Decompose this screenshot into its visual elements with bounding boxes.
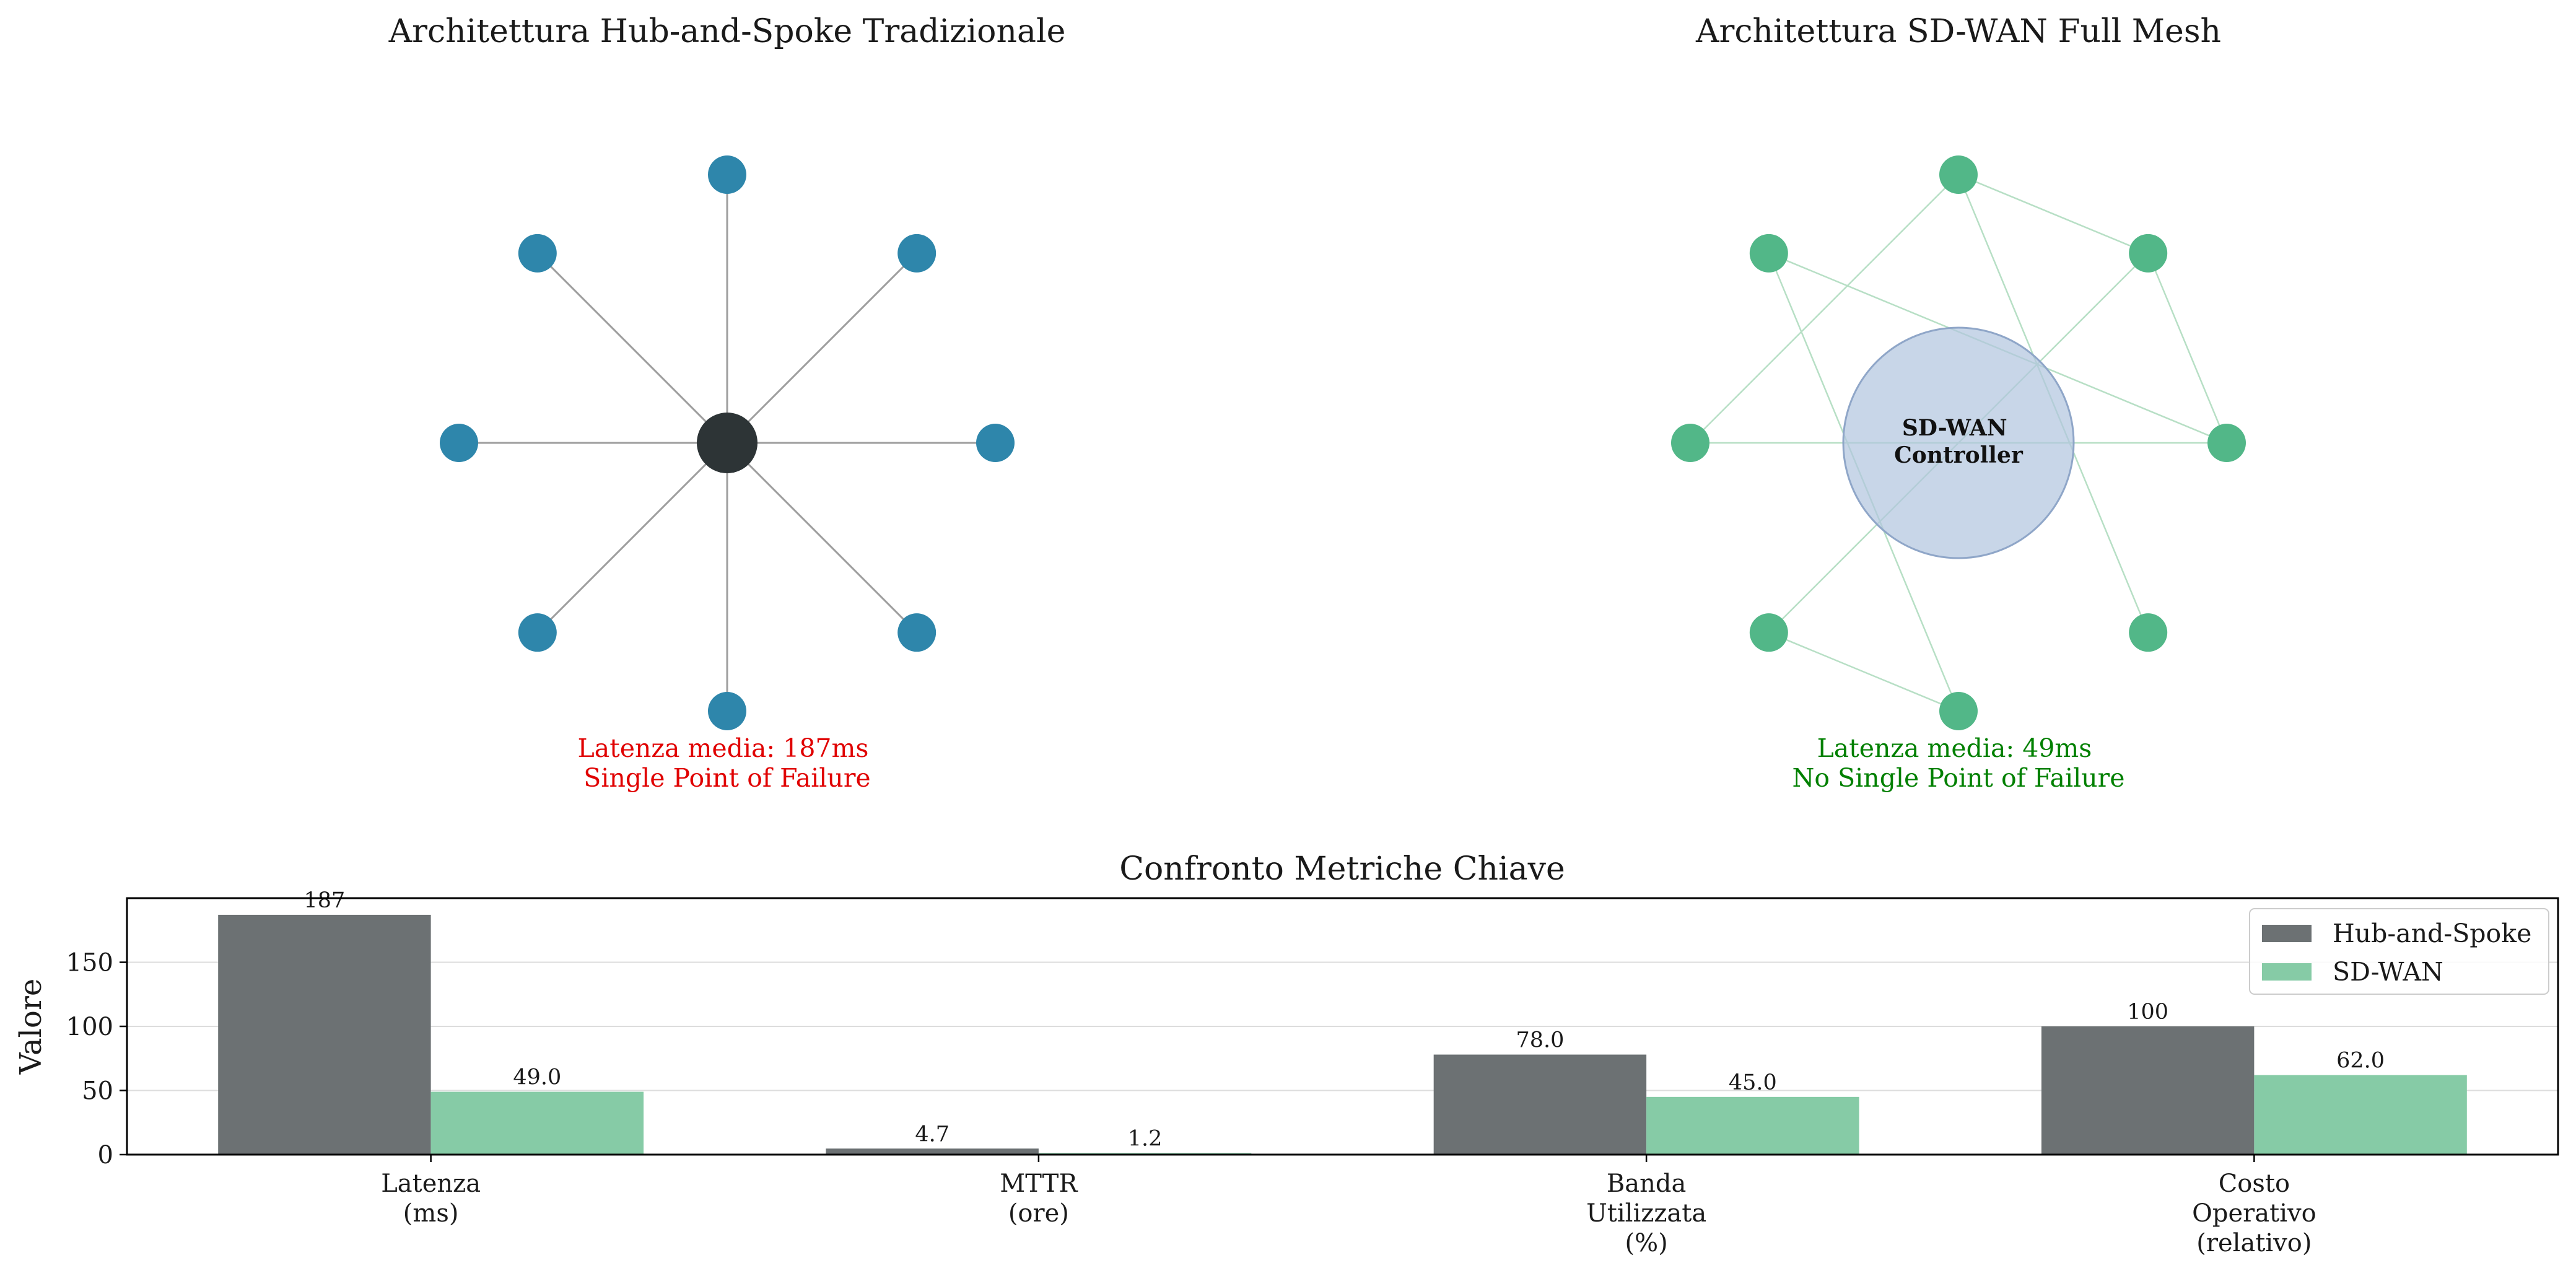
x-tick-label-line: (relativo) [2196,1229,2312,1257]
y-tick-label: 50 [82,1077,113,1106]
mesh-node [2129,234,2168,273]
hub-annotation-latency: Latenza media: 187ms [578,733,869,763]
mesh-node [1671,424,1709,462]
x-tick-label-line: (%) [1625,1229,1668,1257]
spoke-node [708,155,746,194]
bar-value-label: 49.0 [513,1065,561,1090]
hub-nodes [440,155,1015,730]
bar-sd-wan [430,1091,644,1155]
legend-swatch-hub-and-spoke [2262,925,2312,942]
x-tick-label-line: (ms) [403,1199,459,1228]
spoke-node [897,613,937,652]
x-tick-label-line: Operativo [2192,1199,2316,1228]
sdwan-mesh-diagram: Architettura SD-WAN Full Mesh SD-WAN Con… [1671,13,2246,793]
hub-link [536,252,728,444]
x-tick-label-line: Banda [1607,1169,1686,1198]
mesh-nodes [1671,155,2246,730]
controller-label-line2: Controller [1894,442,2024,468]
hub-links [459,175,995,711]
mesh-annotation: Latenza media: 49ms No Single Point of F… [1792,733,2125,793]
controller-label: SD-WAN Controller [1894,415,2024,468]
x-tick-label-line: Utilizzata [1586,1199,1706,1228]
x-tick-label-line: Costo [2219,1169,2290,1198]
hub-node [697,413,758,473]
bar-value-label: 187 [304,888,346,913]
mesh-node [1749,613,1788,652]
bar-value-label: 78.0 [1516,1028,1564,1053]
mesh-node [2129,613,2168,652]
hub-annotation: Latenza media: 187ms Single Point of Fai… [578,733,877,793]
hub-link [726,252,918,444]
spoke-node [518,234,557,273]
legend: Hub-and-Spoke SD-WAN [2249,908,2549,995]
mesh-node [1939,692,1978,730]
mesh-link [2147,253,2228,444]
y-tick-label: 150 [66,949,113,977]
hub-annotation-failure: Single Point of Failure [583,763,870,793]
bar-sd-wan [1646,1096,1859,1155]
hub-and-spoke-diagram: Architettura Hub-and-Spoke Tradizionale … [388,13,1066,793]
legend-label-sd-wan: SD-WAN [2333,957,2443,987]
x-tick-label-line: MTTR [1000,1169,1078,1198]
y-tick-label: 100 [66,1013,113,1041]
y-axis-label: Valore [14,979,48,1075]
spoke-node [708,692,746,730]
x-tick-label: Costo Operativo (relativo) [2192,1169,2316,1257]
mesh-link [1768,632,1959,712]
legend-swatch-sd-wan [2262,963,2312,981]
x-tick-label-line: Latenza [381,1169,481,1198]
mesh-diagram-title: Architettura SD-WAN Full Mesh [1695,13,2221,50]
hub-link [536,442,728,634]
controller-label-line1: SD-WAN [1902,415,2007,441]
x-tick-label: MTTR (ore) [1000,1169,1078,1228]
bar-hub-and-spoke [2041,1026,2255,1155]
y-tick-label: 0 [98,1141,113,1169]
bar-value-label: 62.0 [2336,1049,2385,1073]
mesh-link [1690,174,1959,444]
bar-sd-wan [2254,1075,2467,1155]
bar-hub-and-spoke [1433,1054,1647,1155]
bar-value-label: 45.0 [1729,1070,1777,1095]
sdwan-controller [1842,326,2075,559]
bar-chart-title: Confronto Metriche Chiave [1119,850,1565,888]
mesh-node [1939,155,1978,194]
spoke-node [897,234,937,273]
legend-label-hub-and-spoke: Hub-and-Spoke [2333,919,2531,948]
x-tick-label: Banda Utilizzata (%) [1586,1169,1706,1257]
bar-value-label: 4.7 [915,1122,950,1147]
x-tick-label: Latenza (ms) [381,1169,481,1228]
mesh-annotation-latency: Latenza media: 49ms [1817,733,2092,763]
mesh-node [2207,424,2246,462]
bar-hub-and-spoke [826,1148,1039,1155]
bar-value-label: 1.2 [1128,1127,1163,1151]
spoke-node [518,613,557,652]
data-labels: 187 49.0 4.7 1.2 78.0 45.0 100 62.0 [304,888,2385,1151]
y-axis-ticks: 0 50 100 150 [66,949,127,1169]
bar-hub-and-spoke [218,914,431,1155]
spoke-node [440,424,478,462]
mesh-link [1958,173,2149,254]
mesh-node [1749,234,1788,273]
x-axis-ticks: Latenza (ms) MTTR (ore) Banda Utilizzata (%) Co… [381,1155,2316,1257]
hub-link [726,442,918,634]
metrics-bar-chart: Confronto Metriche Chiave 187 49.0 4.7 1.2 7… [14,850,2559,1257]
x-tick-label-line: (ore) [1008,1199,1069,1228]
mesh-annotation-failure: No Single Point of Failure [1792,763,2125,793]
bar-value-label: 100 [2127,1000,2168,1025]
hub-diagram-title: Architettura Hub-and-Spoke Tradizionale [388,13,1066,50]
legend-frame [2249,908,2549,995]
spoke-node [976,424,1015,462]
bars [218,914,2467,1155]
